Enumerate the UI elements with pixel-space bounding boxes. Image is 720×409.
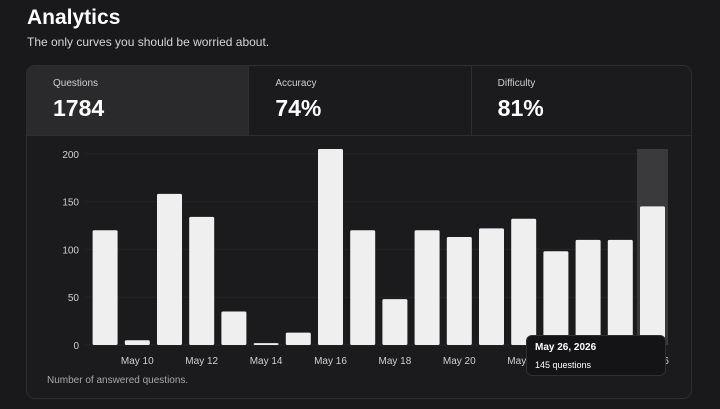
bar-may-27 xyxy=(640,206,665,345)
bar-may-24 xyxy=(543,251,569,345)
chart-footnote: Number of answered questions. xyxy=(47,375,189,386)
analytics-card: Questions 1784 Accuracy 74% Difficulty 8… xyxy=(26,65,692,399)
bar-may-13 xyxy=(189,216,215,345)
bar-may-12 xyxy=(157,193,182,345)
y-tick-label: 50 xyxy=(68,293,80,304)
page-subtitle: The only curves you should be worried ab… xyxy=(27,35,270,49)
y-tick-label: 200 xyxy=(62,150,79,161)
stat-tab-questions[interactable]: Questions 1784 xyxy=(27,66,250,135)
x-tick-label: May 12 xyxy=(185,356,218,367)
bar-chart: 0 50 100 150 200 May 10 May 12 May 14 May 16 May … xyxy=(62,149,669,367)
stat-value: 81% xyxy=(497,95,544,121)
bar-may-19 xyxy=(382,299,408,345)
bar-may-17 xyxy=(318,149,343,345)
bar-may-21 xyxy=(446,236,472,345)
x-tick-label: May 22 xyxy=(507,356,540,367)
bar-may-23 xyxy=(511,218,537,345)
bar-may-20 xyxy=(414,230,440,345)
tooltip-count: 145 questions xyxy=(535,360,592,370)
stat-tabs: Questions 1784 Accuracy 74% Difficulty 8… xyxy=(27,66,691,136)
x-tick-label: May 18 xyxy=(379,356,412,367)
bar-may-15 xyxy=(253,343,279,345)
x-tick-label: May 20 xyxy=(443,356,476,367)
stat-tab-accuracy[interactable]: Accuracy 74% xyxy=(249,66,472,135)
tooltip-date: May 26, 2026 xyxy=(535,342,597,353)
bar-may-11 xyxy=(124,340,150,345)
stat-value: 74% xyxy=(275,95,322,121)
bar-may-14 xyxy=(221,311,247,345)
bar-may-16 xyxy=(285,332,311,345)
bar-may-10 xyxy=(92,230,118,345)
y-tick-label: 100 xyxy=(62,245,79,256)
chart-tooltip: May 26, 2026 145 questions xyxy=(526,335,666,376)
x-tick-label: May 16 xyxy=(314,356,347,367)
bar-may-26 xyxy=(607,239,633,345)
bar-may-22 xyxy=(479,228,504,345)
page-title: Analytics xyxy=(27,6,121,29)
y-tick-label: 0 xyxy=(73,341,79,352)
y-tick-label: 150 xyxy=(62,198,79,209)
x-tick-label: May 10 xyxy=(121,356,154,367)
bar-may-18 xyxy=(350,230,376,345)
stat-value: 1784 xyxy=(53,95,105,121)
x-tick-label: May 14 xyxy=(250,356,283,367)
stat-label: Accuracy xyxy=(275,78,317,89)
stat-tab-difficulty[interactable]: Difficulty 81% xyxy=(472,66,691,135)
bar-may-25 xyxy=(575,239,601,345)
stat-label: Questions xyxy=(53,78,99,89)
stat-label: Difficulty xyxy=(497,78,536,89)
